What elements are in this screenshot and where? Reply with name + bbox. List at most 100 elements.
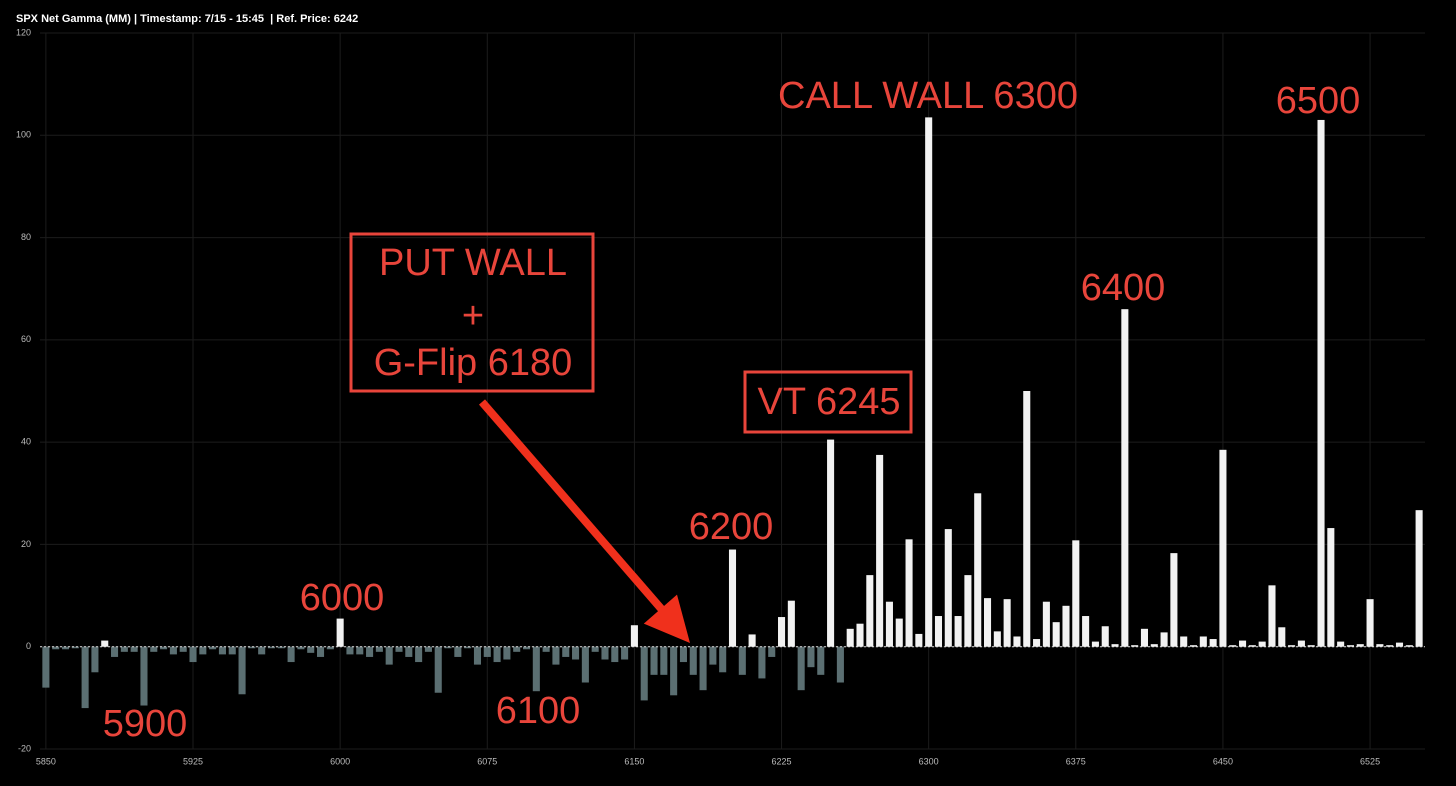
- bar: [670, 646, 678, 696]
- bar: [905, 539, 913, 647]
- bar: [1239, 640, 1247, 647]
- x-tick-label: 6150: [624, 756, 644, 766]
- bar: [1317, 119, 1325, 647]
- bar: [689, 646, 697, 675]
- y-tick-label: 100: [16, 130, 31, 140]
- annotation: 6100: [496, 690, 581, 732]
- bar: [1042, 601, 1050, 647]
- chart-title: SPX Net Gamma (MM) | Timestamp: 7/15 - 1…: [16, 13, 358, 25]
- bar: [91, 646, 99, 673]
- bar: [513, 646, 521, 652]
- bar: [699, 646, 707, 691]
- bar: [621, 646, 629, 660]
- bar: [1131, 645, 1139, 647]
- bar: [1395, 642, 1404, 647]
- bar: [611, 646, 619, 663]
- bar: [1415, 510, 1423, 647]
- bar: [591, 646, 599, 652]
- bar: [660, 646, 668, 675]
- bar: [444, 646, 452, 649]
- bar: [1189, 645, 1198, 647]
- x-tick-label: 6375: [1066, 756, 1086, 766]
- bar: [336, 618, 344, 647]
- bar: [581, 646, 589, 683]
- bar: [895, 618, 903, 647]
- bar: [866, 575, 874, 647]
- bar: [1229, 645, 1237, 647]
- bar: [1209, 639, 1217, 647]
- bar: [140, 646, 148, 706]
- bar: [719, 646, 727, 673]
- bar: [267, 646, 276, 649]
- x-tick-label: 6525: [1360, 756, 1380, 766]
- bar: [1150, 644, 1158, 647]
- bar: [1199, 636, 1207, 647]
- bar: [925, 117, 933, 647]
- bar: [277, 646, 285, 649]
- bar: [52, 646, 60, 650]
- bar: [787, 600, 795, 647]
- annotation-box: [743, 370, 913, 434]
- bar: [375, 646, 383, 652]
- bar: [503, 646, 511, 660]
- bar: [522, 646, 531, 650]
- bar: [1052, 622, 1060, 647]
- bar: [189, 646, 197, 663]
- bar: [454, 646, 462, 657]
- bar: [1033, 639, 1041, 647]
- y-tick-label: 120: [16, 27, 31, 37]
- bar: [297, 646, 305, 650]
- bar: [228, 646, 236, 655]
- bar: [1297, 640, 1305, 647]
- bar: [650, 646, 658, 675]
- bar: [915, 633, 923, 647]
- bar: [1023, 391, 1031, 647]
- bar: [150, 646, 158, 652]
- bar: [1180, 636, 1188, 647]
- x-tick-label: 6450: [1213, 756, 1233, 766]
- bar: [248, 646, 256, 649]
- x-tick-label: 6300: [919, 756, 939, 766]
- arrow-head: [643, 594, 690, 643]
- annotation: 6200: [689, 506, 774, 548]
- bar: [964, 575, 972, 647]
- bar: [199, 646, 207, 655]
- bar: [101, 640, 109, 647]
- bar: [836, 646, 844, 683]
- bar: [258, 646, 266, 655]
- bar: [1248, 645, 1256, 647]
- annotation: G-Flip 6180: [374, 342, 573, 384]
- bar: [768, 646, 776, 657]
- bar: [954, 616, 962, 647]
- bar: [1268, 585, 1276, 647]
- bar: [993, 631, 1001, 647]
- bar: [572, 646, 580, 660]
- bar: [415, 646, 423, 663]
- annotation: 6500: [1276, 80, 1361, 122]
- bar: [876, 454, 884, 647]
- bar: [1072, 540, 1080, 647]
- bar: [601, 646, 609, 660]
- bar: [61, 646, 70, 650]
- bar: [797, 646, 805, 691]
- annotation: PUT WALL: [379, 242, 567, 284]
- bar: [385, 646, 393, 665]
- bar: [1062, 605, 1070, 647]
- bar: [395, 646, 403, 652]
- bar: [1160, 632, 1168, 647]
- bar: [1346, 645, 1354, 647]
- bar: [1405, 645, 1413, 647]
- bar: [817, 646, 825, 675]
- bar: [111, 646, 119, 657]
- bar: [885, 601, 893, 647]
- bar: [1307, 645, 1315, 647]
- bar: [179, 646, 187, 652]
- bar: [307, 646, 315, 653]
- bar: [934, 616, 943, 647]
- annotation: 5900: [103, 703, 188, 745]
- bar: [120, 646, 128, 652]
- bar: [640, 646, 648, 701]
- annotation: 6000: [300, 577, 385, 619]
- bar: [326, 646, 334, 650]
